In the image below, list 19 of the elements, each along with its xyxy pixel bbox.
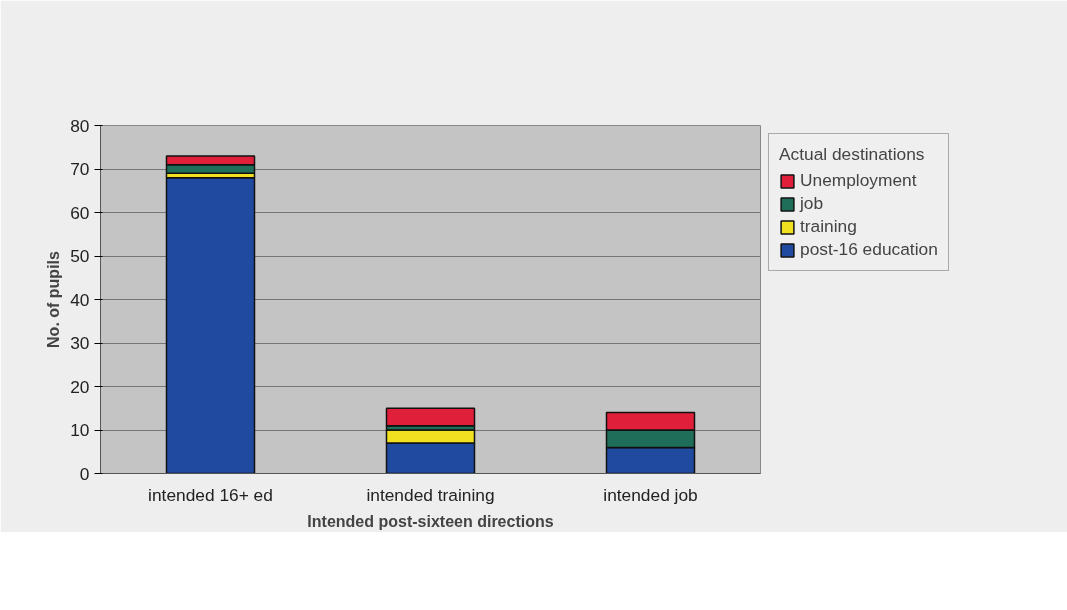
y-tick-label: 60 bbox=[70, 202, 90, 223]
y-tick-label: 70 bbox=[70, 159, 90, 179]
y-axis-title: No. of pupils bbox=[45, 250, 63, 348]
legend-title: Actual destinations bbox=[779, 144, 926, 165]
legend-label: Unemployment bbox=[800, 170, 917, 191]
y-tick-label: 0 bbox=[79, 463, 90, 484]
y-tick-label: 50 bbox=[70, 246, 90, 266]
y-tick-label: 30 bbox=[70, 333, 90, 353]
y-tick-label: 10 bbox=[70, 420, 90, 440]
x-tick-label: intended 16+ ed bbox=[148, 484, 273, 505]
y-tick-label: 20 bbox=[70, 376, 90, 397]
legend-label: job bbox=[800, 193, 824, 214]
x-tick-label: intended job bbox=[603, 484, 698, 505]
x-tick-label: intended training bbox=[366, 484, 495, 505]
legend-label: post-16 education bbox=[800, 239, 938, 260]
legend-label: training bbox=[800, 216, 857, 237]
y-tick-label: 80 bbox=[70, 115, 90, 136]
y-tick-label: 40 bbox=[70, 289, 90, 310]
x-axis-title: Intended post-sixteen directions bbox=[307, 512, 554, 530]
